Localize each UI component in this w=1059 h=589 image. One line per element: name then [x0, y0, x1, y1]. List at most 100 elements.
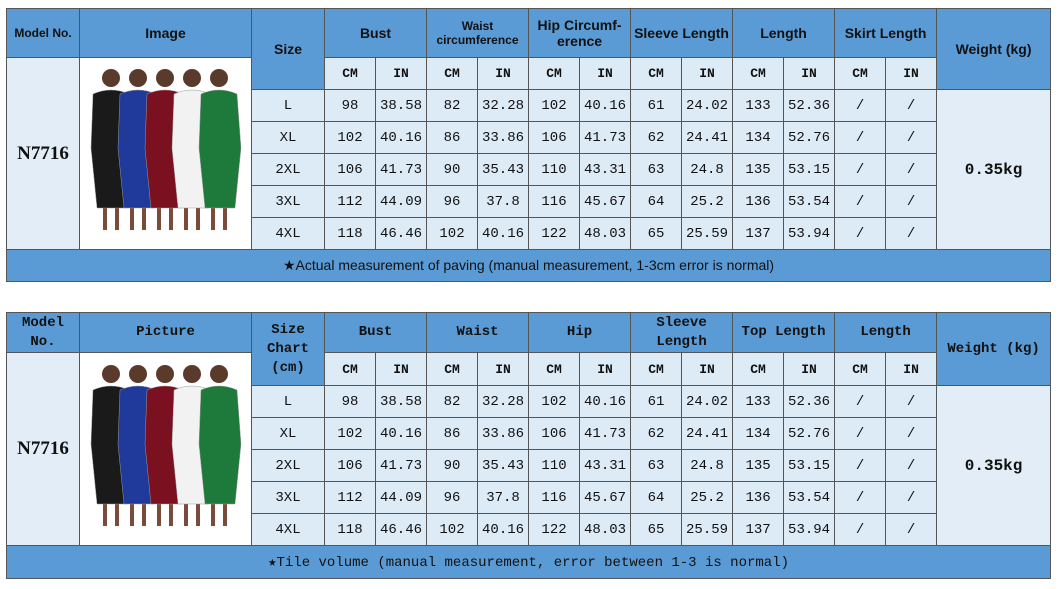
- value-cell: 64: [630, 481, 683, 514]
- size-cell: XL: [251, 417, 325, 450]
- image-cell: [79, 57, 252, 250]
- value-cell: 106: [528, 417, 581, 450]
- value-cell: 40.16: [579, 89, 632, 122]
- unit-cell: IN: [681, 57, 734, 90]
- unit-cell: IN: [375, 57, 427, 90]
- value-cell: 122: [528, 513, 581, 546]
- unit-cell: IN: [783, 352, 836, 386]
- value-cell: 40.16: [477, 513, 530, 546]
- value-cell: 90: [426, 153, 478, 186]
- header-cell: Size Chart (cm): [251, 312, 325, 386]
- value-cell: 90: [426, 449, 479, 482]
- value-cell: 106: [324, 449, 376, 482]
- value-cell: 112: [324, 481, 376, 514]
- row: ★Actual measurement of paving (manual me…: [5, 249, 1052, 282]
- value-cell: /: [834, 513, 887, 546]
- unit-cell: IN: [885, 352, 938, 386]
- value-cell: 136: [732, 481, 785, 514]
- value-cell: 40.16: [476, 217, 530, 250]
- value-cell: 110: [528, 449, 581, 482]
- value-cell: 61: [630, 385, 683, 418]
- header-cell: Weight (kg): [936, 8, 1052, 90]
- size-cell: 2XL: [251, 449, 325, 482]
- header-cell: Waist: [426, 312, 530, 353]
- value-cell: 102: [426, 217, 478, 250]
- value-cell: 25.2: [681, 185, 734, 218]
- value-cell: 82: [426, 385, 479, 418]
- row: 4XL 118 46.46 102 40.16 122 48.03 65 25.59 137 53.…: [7, 217, 1051, 250]
- value-cell: 86: [426, 417, 479, 450]
- unit-cell: CM: [528, 352, 581, 386]
- value-cell: 24.02: [681, 385, 734, 418]
- size-cell: 3XL: [251, 481, 325, 514]
- row: Model No. Picture Size Chart (cm) Bust Waist…: [6, 312, 1052, 386]
- value-cell: 46.46: [375, 217, 427, 250]
- value-cell: /: [834, 417, 887, 450]
- unit-cell: IN: [783, 57, 836, 90]
- header-cell: Hip Circumf- erence: [528, 8, 632, 58]
- value-cell: 41.73: [374, 449, 428, 482]
- value-cell: 133: [732, 89, 785, 122]
- weight-cell: 0.35kg: [936, 385, 1052, 546]
- value-cell: 46.46: [374, 513, 428, 546]
- size-cell: 4XL: [251, 217, 325, 250]
- value-cell: 61: [630, 89, 683, 122]
- unit-cell: CM: [732, 57, 785, 90]
- value-cell: 44.09: [375, 185, 427, 218]
- size-cell: L: [251, 89, 325, 122]
- value-cell: 25.59: [681, 217, 734, 250]
- value-cell: 25.2: [681, 481, 734, 514]
- row: Model No. Image Size Bust Waist circumferenc…: [6, 8, 1052, 90]
- value-cell: 110: [528, 153, 581, 186]
- row: ★Tile volume (manual measurement, error …: [5, 545, 1052, 579]
- product-image: [90, 69, 241, 230]
- value-cell: 33.86: [476, 121, 530, 154]
- header-cell: Sleeve Length: [630, 8, 734, 58]
- value-cell: 98: [324, 385, 376, 418]
- value-cell: 64: [630, 185, 683, 218]
- value-cell: 65: [630, 513, 683, 546]
- header-cell: Image: [79, 8, 252, 58]
- value-cell: /: [834, 449, 887, 482]
- header-cell: Skirt Length: [834, 8, 938, 58]
- value-cell: 102: [324, 417, 376, 450]
- value-cell: 40.16: [375, 121, 427, 154]
- row: 2XL 106 41.73 90 35.43 110 43.31 63 24.8 135 53.15…: [7, 153, 1051, 186]
- value-cell: 118: [324, 513, 376, 546]
- header-cell: Model No.: [6, 8, 80, 58]
- size-cell: 2XL: [251, 153, 325, 186]
- value-cell: 136: [732, 185, 785, 218]
- value-cell: 65: [630, 217, 683, 250]
- header-cell: Length: [732, 8, 836, 58]
- row: L 98 38.58 82 32.28 102 40.16 61 24.02 133 52.36//…: [7, 89, 1052, 250]
- weight-cell: 0.35kg: [936, 89, 1052, 250]
- value-cell: 102: [528, 89, 581, 122]
- value-cell: /: [885, 89, 938, 122]
- value-cell: 134: [732, 417, 785, 450]
- value-cell: 35.43: [476, 153, 530, 186]
- value-cell: 82: [426, 89, 478, 122]
- unit-cell: IN: [579, 352, 632, 386]
- value-cell: 106: [528, 121, 581, 154]
- value-cell: 86: [426, 121, 478, 154]
- value-cell: 112: [324, 185, 376, 218]
- value-cell: 48.03: [579, 513, 632, 546]
- value-cell: 53.54: [783, 481, 836, 514]
- value-cell: /: [834, 153, 887, 186]
- value-cell: 63: [630, 449, 683, 482]
- value-cell: 102: [528, 385, 581, 418]
- row: 3XL 112 44.09 96 37.8 116 45.67 64 25.2 136 53.54/…: [7, 481, 1051, 514]
- header-cell: Picture: [79, 312, 252, 353]
- value-cell: 43.31: [579, 449, 632, 482]
- value-cell: 38.58: [374, 385, 428, 418]
- size-cell: L: [251, 385, 325, 418]
- value-cell: 44.09: [374, 481, 428, 514]
- value-cell: 137: [732, 513, 785, 546]
- value-cell: 116: [528, 481, 581, 514]
- value-cell: 135: [732, 153, 785, 186]
- value-cell: 98: [324, 89, 376, 122]
- header-cell: Model No.: [6, 312, 80, 353]
- unit-cell: CM: [732, 352, 785, 386]
- header-cell: Bust: [323, 312, 428, 353]
- row: 4XL 118 46.46 102 40.16 122 48.03 65 25.59 137 53.…: [7, 513, 1051, 546]
